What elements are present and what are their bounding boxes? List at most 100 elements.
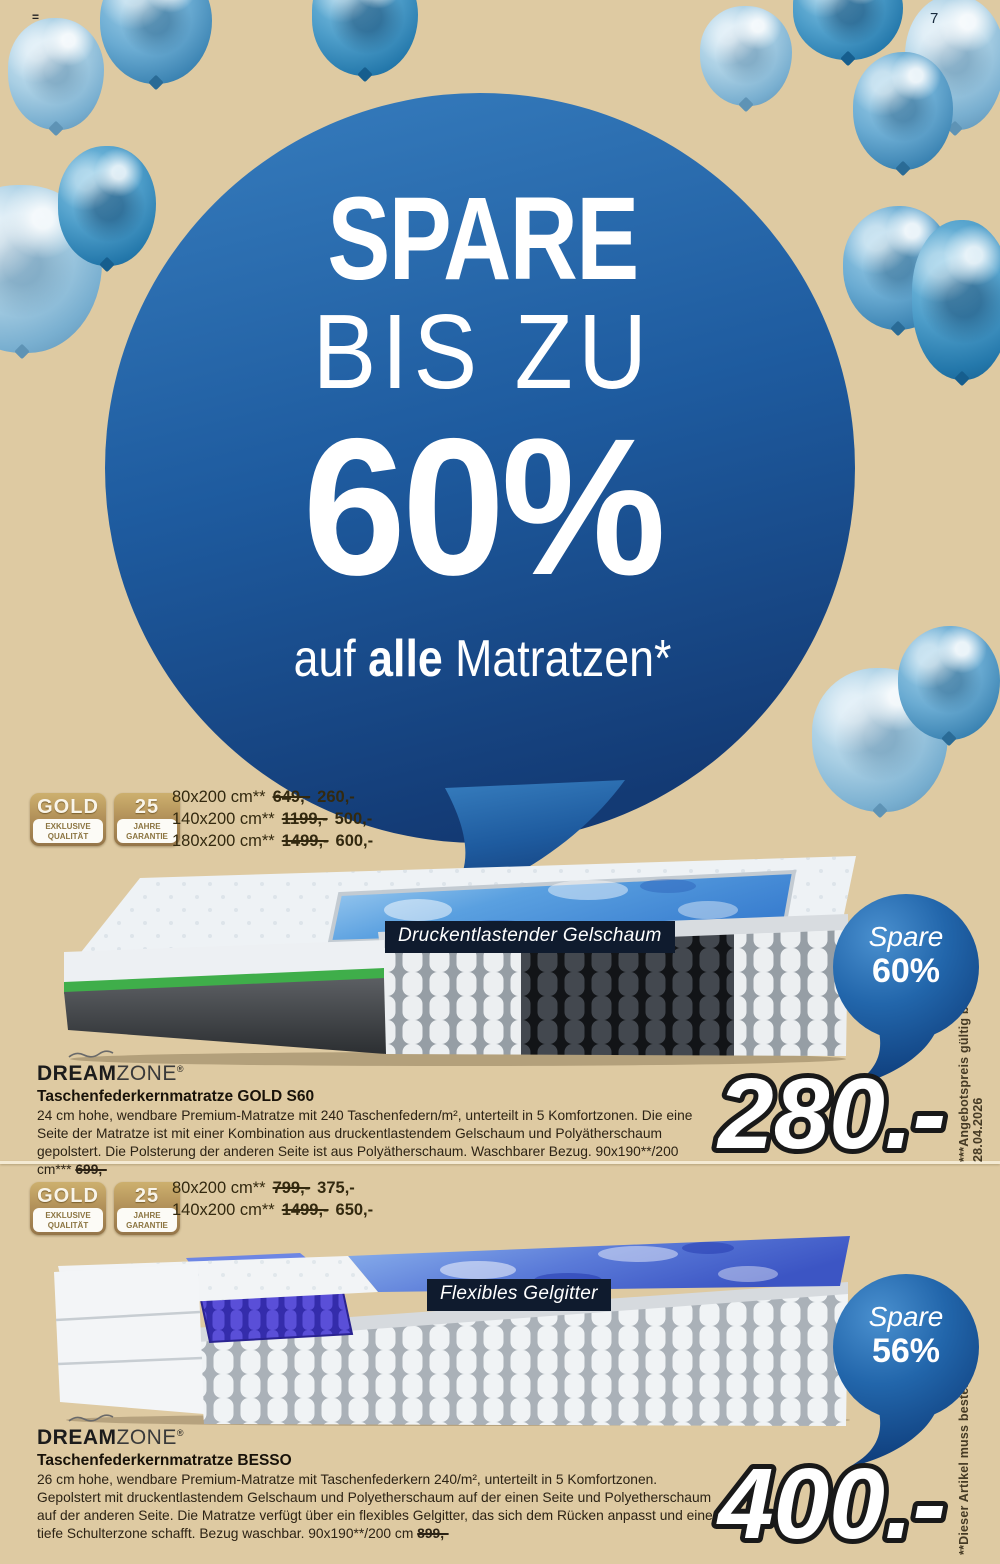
price-text: 400.- xyxy=(716,1448,946,1558)
brand-bold: DREAM xyxy=(37,1062,117,1085)
brand-light: ZONE xyxy=(116,1062,177,1085)
balloon-decoration xyxy=(898,626,1000,740)
warranty-badge: 25 JAHRE GARANTIE xyxy=(114,1182,180,1235)
brand-wave-decoration xyxy=(68,1414,114,1422)
tagline-post: Matratzen* xyxy=(442,630,672,689)
balloon-decoration xyxy=(793,0,903,60)
gold-badge-title: GOLD xyxy=(37,1185,99,1207)
tagline-alle: alle xyxy=(368,630,443,689)
balloon-decoration xyxy=(58,146,156,266)
new-price: 650,- xyxy=(335,1201,374,1219)
headline-percent: 60% xyxy=(302,398,666,617)
quality-badges: GOLD EXKLUSIVE QUALITÄT 25 JAHRE GARANTI… xyxy=(30,793,180,846)
old-price: 1499,- xyxy=(281,832,329,850)
gold-quality-badge: GOLD EXKLUSIVE QUALITÄT xyxy=(30,793,106,846)
mattress-side-panel xyxy=(64,940,386,1054)
gold-badge-line1: EXKLUSIVE xyxy=(45,822,91,831)
gold-badge-subtitle: EXKLUSIVE QUALITÄT xyxy=(33,1208,103,1232)
warranty-badge-subtitle: JAHRE GARANTIE xyxy=(117,819,177,843)
gold-badge-title: GOLD xyxy=(37,796,99,818)
old-price: 649,- xyxy=(272,788,311,806)
new-price: 600,- xyxy=(335,832,374,850)
save-badge: Spare 56% xyxy=(831,1269,981,1474)
warranty-badge-line2: GARANTIE xyxy=(126,1220,168,1230)
warranty-badge-line1: JAHRE xyxy=(133,1211,161,1220)
old-price: 1499,- xyxy=(281,1201,329,1219)
section-divider xyxy=(0,1161,1000,1164)
save-badge-bubble-shape xyxy=(833,1274,979,1467)
headline-tagline: auf alle Matratzen* xyxy=(149,629,816,689)
corner-mark: = xyxy=(32,10,40,24)
description-text: 26 cm hohe, wendbare Premium-Matratze mi… xyxy=(37,1472,713,1541)
warranty-badge-title: 25 xyxy=(134,1185,160,1207)
old-price: 1199,- xyxy=(281,810,328,828)
quality-badges: GOLD EXKLUSIVE QUALITÄT 25 JAHRE GARANTI… xyxy=(30,1182,180,1235)
save-word: Spare xyxy=(868,921,944,952)
brand-logo: DREAMZONE® xyxy=(37,1062,184,1086)
size-price-row: 80x200 cm** 799,- 375,- xyxy=(172,1177,373,1199)
promo-headline: SPARE BIS ZU 60% auf alle Matratzen* xyxy=(95,88,870,689)
new-price: 375,- xyxy=(317,1179,355,1197)
save-percent: 60% xyxy=(871,952,941,990)
size-label: 140x200 cm** xyxy=(172,1201,275,1219)
feature-callout-label: Flexibles Gelgitter xyxy=(427,1279,611,1311)
size-price-list: 80x200 cm** 649,- 260,- 140x200 cm** 1199,-… xyxy=(172,786,373,852)
mattress-cutaway-image-besso xyxy=(54,1236,850,1426)
balloon-decoration xyxy=(853,52,953,170)
product-name: Taschenfederkernmatratze GOLD S60 xyxy=(37,1088,315,1105)
mattress-cutaway-image-gold-s60 xyxy=(64,856,856,1066)
size-price-row: 180x200 cm** 1499,- 600,- xyxy=(172,830,373,852)
balloon-decoration xyxy=(912,220,1000,380)
brand-logo: DREAMZONE® xyxy=(37,1426,184,1450)
size-price-list: 80x200 cm** 799,- 375,- 140x200 cm** 1499,-… xyxy=(172,1177,373,1221)
gold-quality-badge: GOLD EXKLUSIVE QUALITÄT xyxy=(30,1182,106,1235)
size-label: 80x200 cm** xyxy=(172,1179,266,1197)
balloon-decoration xyxy=(312,0,418,76)
save-percent: 56% xyxy=(871,1332,941,1370)
product-name: Taschenfederkernmatratze BESSO xyxy=(37,1452,292,1469)
warranty-badge-line1: JAHRE xyxy=(133,822,161,831)
balloon-decoration xyxy=(100,0,212,84)
save-badge: Spare 60% xyxy=(831,889,981,1094)
product-description: 26 cm hohe, wendbare Premium-Matratze mi… xyxy=(37,1471,722,1543)
feature-callout-label: Druckentlastender Gelschaum xyxy=(385,921,675,953)
price-tag: 280.- xyxy=(711,1056,951,1168)
old-price: 799,- xyxy=(272,1179,311,1197)
brand-light: ZONE xyxy=(116,1426,177,1449)
mattress-shadow xyxy=(70,1052,846,1066)
gold-badge-line2: QUALITÄT xyxy=(47,831,89,841)
brand-wave-decoration xyxy=(68,1050,114,1058)
gold-badge-subtitle: EXKLUSIVE QUALITÄT xyxy=(33,819,103,843)
save-badge-bubble-shape xyxy=(833,894,979,1087)
brand-bold: DREAM xyxy=(37,1426,117,1449)
mattress-left-end xyxy=(54,1256,378,1414)
warranty-badge-title: 25 xyxy=(134,796,160,818)
price-tag: 400.- xyxy=(711,1446,951,1558)
gold-badge-line1: EXKLUSIVE xyxy=(45,1211,91,1220)
size-price-row: 140x200 cm** 1499,- 650,- xyxy=(172,1199,373,1221)
warranty-badge: 25 JAHRE GARANTIE xyxy=(114,793,180,846)
save-badge-text: Spare 56% xyxy=(831,1301,981,1369)
save-badge-text: Spare 60% xyxy=(831,921,981,989)
warranty-badge-line2: GARANTIE xyxy=(126,831,168,841)
registered-mark: ® xyxy=(176,1064,184,1074)
price-text: 280.- xyxy=(716,1058,946,1168)
size-price-row: 80x200 cm** 649,- 260,- xyxy=(172,786,373,808)
description-old-price: 699,- xyxy=(75,1162,107,1177)
page-number: 7 xyxy=(930,10,939,27)
tagline-pre: auf xyxy=(293,630,369,689)
registered-mark: ® xyxy=(176,1428,184,1438)
product-description: 24 cm hohe, wendbare Premium-Matratze mi… xyxy=(37,1107,697,1179)
size-label: 80x200 cm** xyxy=(172,788,266,806)
balloon-decoration xyxy=(8,18,104,130)
warranty-badge-subtitle: JAHRE GARANTIE xyxy=(117,1208,177,1232)
new-price: 260,- xyxy=(317,788,355,806)
description-old-price: 899,- xyxy=(417,1526,449,1541)
size-label: 180x200 cm** xyxy=(172,832,275,850)
new-price: 500,- xyxy=(334,810,373,828)
size-label: 140x200 cm** xyxy=(172,810,275,828)
headline-bis-zu: BIS ZU xyxy=(312,293,653,411)
size-price-row: 140x200 cm** 1199,- 500,- xyxy=(172,808,373,830)
gold-badge-line2: QUALITÄT xyxy=(47,1220,89,1230)
